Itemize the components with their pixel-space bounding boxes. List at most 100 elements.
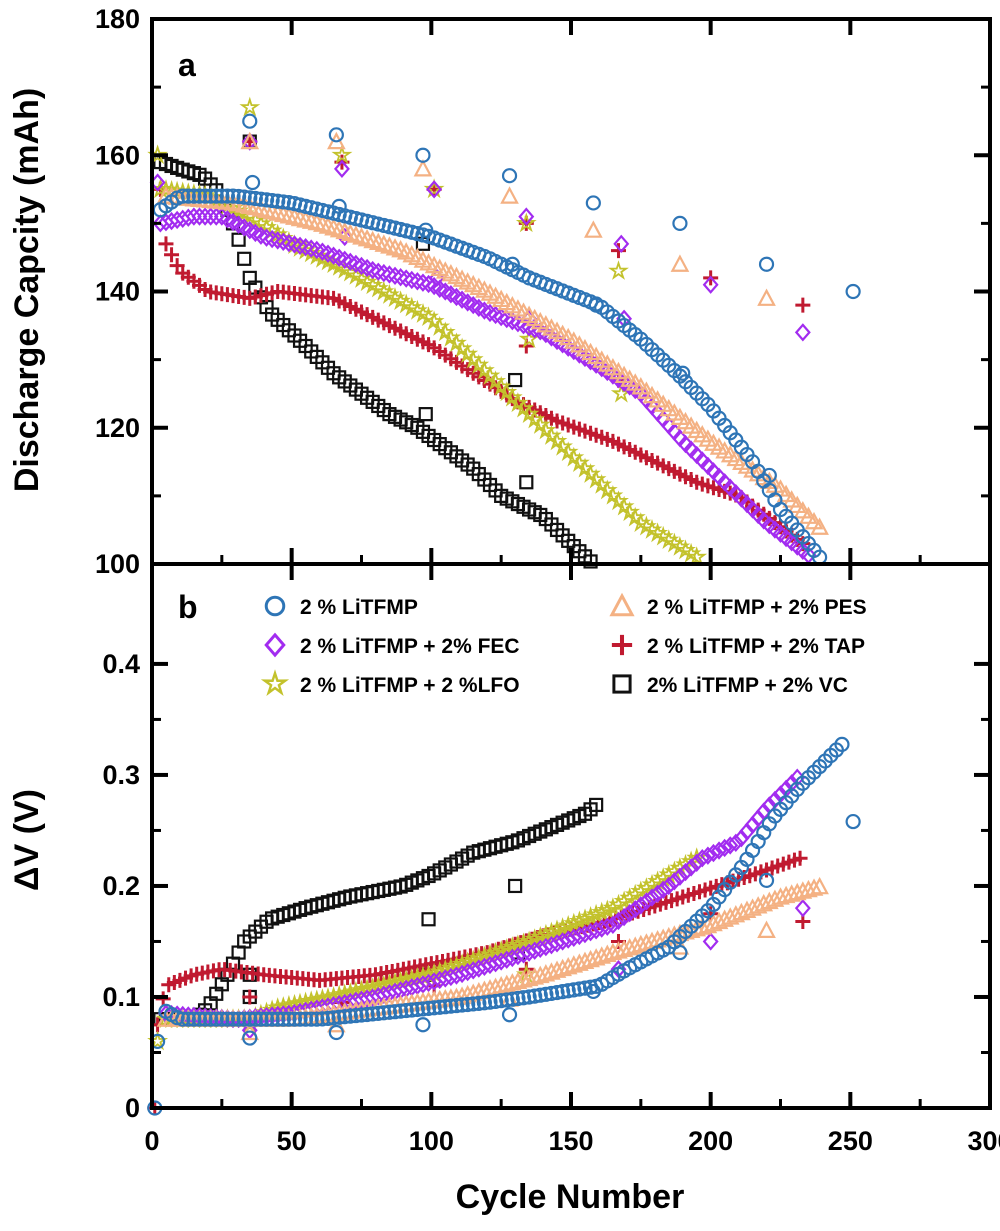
- y-tick-label: 140: [95, 277, 140, 307]
- data-point-outlier: [242, 989, 258, 1005]
- data-point: [547, 960, 567, 978]
- data-point-outlier: [613, 234, 630, 253]
- data-point: [186, 1011, 202, 1027]
- series-VC: [153, 134, 598, 569]
- data-point: [609, 941, 628, 959]
- data-point: [688, 853, 705, 873]
- data-point: [671, 867, 688, 886]
- data-point: [705, 843, 722, 863]
- y-tick-label: 0.2: [102, 871, 140, 901]
- data-point: [638, 892, 655, 911]
- legend-label: 2 % LiTFMP + 2% PES: [647, 596, 867, 619]
- data-point: [641, 873, 663, 894]
- data-point: [180, 1011, 196, 1027]
- data-point: [521, 989, 537, 1005]
- data-point: [540, 921, 562, 942]
- data-point: [508, 971, 528, 990]
- data-point: [242, 1011, 258, 1027]
- data-point-outlier: [508, 372, 523, 388]
- data-point: [298, 1011, 314, 1027]
- data-point: [420, 1000, 437, 1016]
- diamond-marker-icon: [264, 632, 286, 658]
- data-point: [804, 878, 824, 896]
- legend-label: 2 % LiTFMP: [300, 596, 418, 619]
- star-marker-icon: [260, 669, 290, 697]
- data-point: [709, 911, 729, 930]
- data-point: [625, 936, 645, 954]
- data-point-outlier: [702, 932, 719, 951]
- x-tick-label: 150: [548, 1126, 593, 1156]
- data-point: [465, 996, 481, 1012]
- data-point-outlier: [331, 144, 353, 165]
- legend-label: 2% LiTFMP + 2% VC: [647, 674, 848, 697]
- data-point-outlier: [757, 920, 776, 938]
- data-point: [575, 951, 595, 970]
- data-point: [292, 236, 309, 256]
- data-point: [744, 815, 761, 835]
- data-point-outlier: [703, 906, 719, 922]
- data-point: [555, 984, 571, 1000]
- data-point-outlier: [761, 467, 777, 484]
- data-point: [586, 948, 606, 966]
- data-point: [726, 904, 746, 923]
- data-point-outlier: [758, 256, 775, 272]
- data-point: [514, 970, 533, 988]
- data-point-outlier: [333, 159, 350, 179]
- data-point: [264, 229, 281, 249]
- series-LiTFMP: [147, 736, 861, 1116]
- data-point: [532, 987, 548, 1003]
- data-point: [398, 1002, 414, 1019]
- data-point: [499, 992, 515, 1008]
- data-point: [793, 881, 813, 899]
- circle-marker-icon: [264, 595, 286, 617]
- data-point: [381, 1004, 398, 1020]
- data-point-outlier: [328, 1024, 344, 1041]
- data-point: [460, 996, 476, 1013]
- data-point-outlier: [415, 1017, 431, 1033]
- data-point: [698, 915, 718, 934]
- data-point: [787, 882, 807, 901]
- triangle-marker-icon: [609, 592, 635, 617]
- data-point: [158, 236, 174, 252]
- data-point: [237, 251, 252, 266]
- data-point: [596, 899, 618, 920]
- data-point: [699, 846, 716, 865]
- data-point: [292, 1011, 308, 1027]
- data-point: [437, 999, 453, 1015]
- x-tick-label: 50: [277, 1126, 307, 1156]
- data-point: [208, 188, 224, 204]
- data-point: [616, 907, 633, 927]
- data-point-outlier: [504, 256, 520, 272]
- data-point-outlier: [519, 475, 534, 490]
- data-point: [631, 934, 651, 953]
- data-point: [286, 235, 303, 254]
- panel-a-marks: [147, 96, 861, 569]
- data-point: [230, 1011, 247, 1027]
- data-point: [527, 988, 543, 1004]
- data-point-outlier: [239, 96, 261, 117]
- data-point-outlier: [415, 147, 431, 163]
- data-point: [225, 188, 241, 204]
- data-point: [286, 1011, 303, 1027]
- data-point: [591, 901, 613, 922]
- data-point: [624, 883, 646, 904]
- data-point: [387, 266, 403, 286]
- data-point: [771, 887, 790, 905]
- data-point: [715, 909, 734, 927]
- data-point: [493, 993, 509, 1009]
- data-point-outlier: [702, 275, 719, 294]
- data-point-outlier: [758, 872, 775, 889]
- data-point: [666, 872, 683, 891]
- data-point: [637, 933, 656, 951]
- data-point: [563, 912, 585, 933]
- data-point: [553, 958, 572, 977]
- data-point: [415, 1001, 431, 1017]
- y-tick-label: 120: [95, 413, 140, 443]
- data-point: [599, 917, 616, 936]
- data-point: [497, 974, 517, 992]
- data-point: [491, 976, 511, 994]
- data-point: [504, 991, 520, 1007]
- data-point: [515, 990, 532, 1006]
- data-point: [683, 858, 700, 877]
- data-point: [309, 1011, 325, 1027]
